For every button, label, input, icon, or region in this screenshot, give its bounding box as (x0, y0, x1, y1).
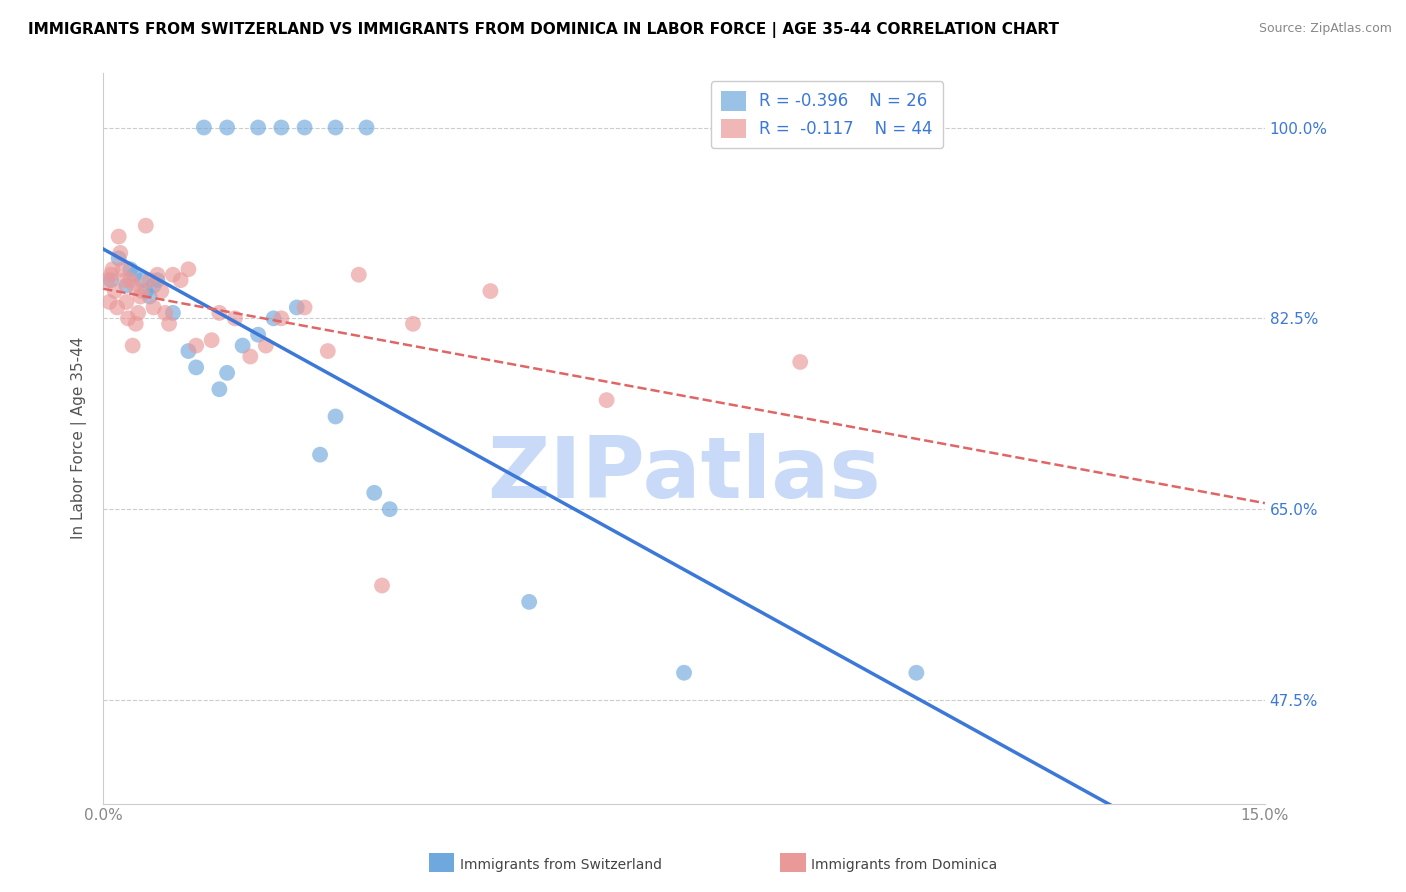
Y-axis label: In Labor Force | Age 35-44: In Labor Force | Age 35-44 (72, 337, 87, 540)
Point (208, 382, 231, 396)
Point (107, 252, 129, 266)
Point (217, 120, 239, 135)
Point (142, 278, 165, 293)
Point (193, 120, 215, 135)
Point (254, 338, 277, 352)
Point (270, 120, 292, 135)
Point (595, 393, 617, 408)
Point (138, 273, 160, 287)
Point (105, 301, 128, 315)
Point (285, 301, 308, 315)
Text: IMMIGRANTS FROM SWITZERLAND VS IMMIGRANTS FROM DOMINICA IN LABOR FORCE | AGE 35-: IMMIGRANTS FROM SWITZERLAND VS IMMIGRANT… (28, 22, 1059, 38)
Point (294, 120, 316, 135)
Point (177, 344, 200, 359)
Point (208, 306, 231, 320)
Point (479, 284, 502, 298)
Point (169, 273, 191, 287)
Point (129, 289, 152, 303)
Point (263, 311, 285, 326)
Point (517, 595, 540, 609)
Point (363, 485, 385, 500)
Point (157, 317, 180, 331)
Point (378, 502, 401, 516)
Point (120, 273, 142, 287)
Point (294, 301, 316, 315)
Point (789, 355, 811, 369)
Point (111, 262, 134, 277)
Point (201, 333, 224, 347)
Point (162, 268, 184, 282)
Point (232, 338, 254, 352)
Point (146, 273, 169, 287)
Point (146, 268, 169, 282)
Point (100, 268, 122, 282)
Point (186, 360, 208, 375)
Point (905, 665, 928, 680)
Text: Source: ZipAtlas.com: Source: ZipAtlas.com (1258, 22, 1392, 36)
Point (239, 350, 262, 364)
Point (217, 366, 239, 380)
Point (110, 246, 132, 260)
Point (224, 311, 246, 326)
Point (101, 262, 124, 277)
Point (117, 311, 139, 326)
Point (120, 262, 142, 277)
Point (247, 327, 270, 342)
Point (150, 284, 173, 298)
Point (127, 306, 149, 320)
Point (121, 338, 143, 352)
Point (325, 409, 347, 424)
Point (107, 229, 129, 244)
Point (325, 120, 347, 135)
Point (135, 219, 157, 233)
Point (316, 344, 339, 359)
Point (153, 306, 176, 320)
Point (131, 273, 153, 287)
Legend: R = -0.396    N = 26, R =  -0.117    N = 44: R = -0.396 N = 26, R = -0.117 N = 44 (711, 81, 943, 148)
Point (186, 338, 208, 352)
Point (115, 295, 138, 310)
Point (100, 273, 122, 287)
Point (247, 120, 270, 135)
Point (96, 273, 118, 287)
Text: ZIPatlas: ZIPatlas (486, 434, 882, 516)
Point (122, 268, 145, 282)
Point (673, 665, 696, 680)
Point (98, 295, 121, 310)
Point (138, 289, 160, 303)
Point (125, 317, 148, 331)
Point (402, 317, 425, 331)
Point (142, 301, 165, 315)
Text: Immigrants from Switzerland: Immigrants from Switzerland (460, 858, 662, 872)
Point (371, 578, 394, 592)
Point (162, 306, 184, 320)
Point (114, 273, 136, 287)
Point (115, 278, 138, 293)
Point (131, 284, 153, 298)
Point (309, 448, 332, 462)
Text: Immigrants from Dominica: Immigrants from Dominica (811, 858, 997, 872)
Point (122, 278, 145, 293)
Point (356, 120, 378, 135)
Point (347, 268, 370, 282)
Point (135, 284, 157, 298)
Point (177, 262, 200, 277)
Point (104, 284, 127, 298)
Point (270, 311, 292, 326)
